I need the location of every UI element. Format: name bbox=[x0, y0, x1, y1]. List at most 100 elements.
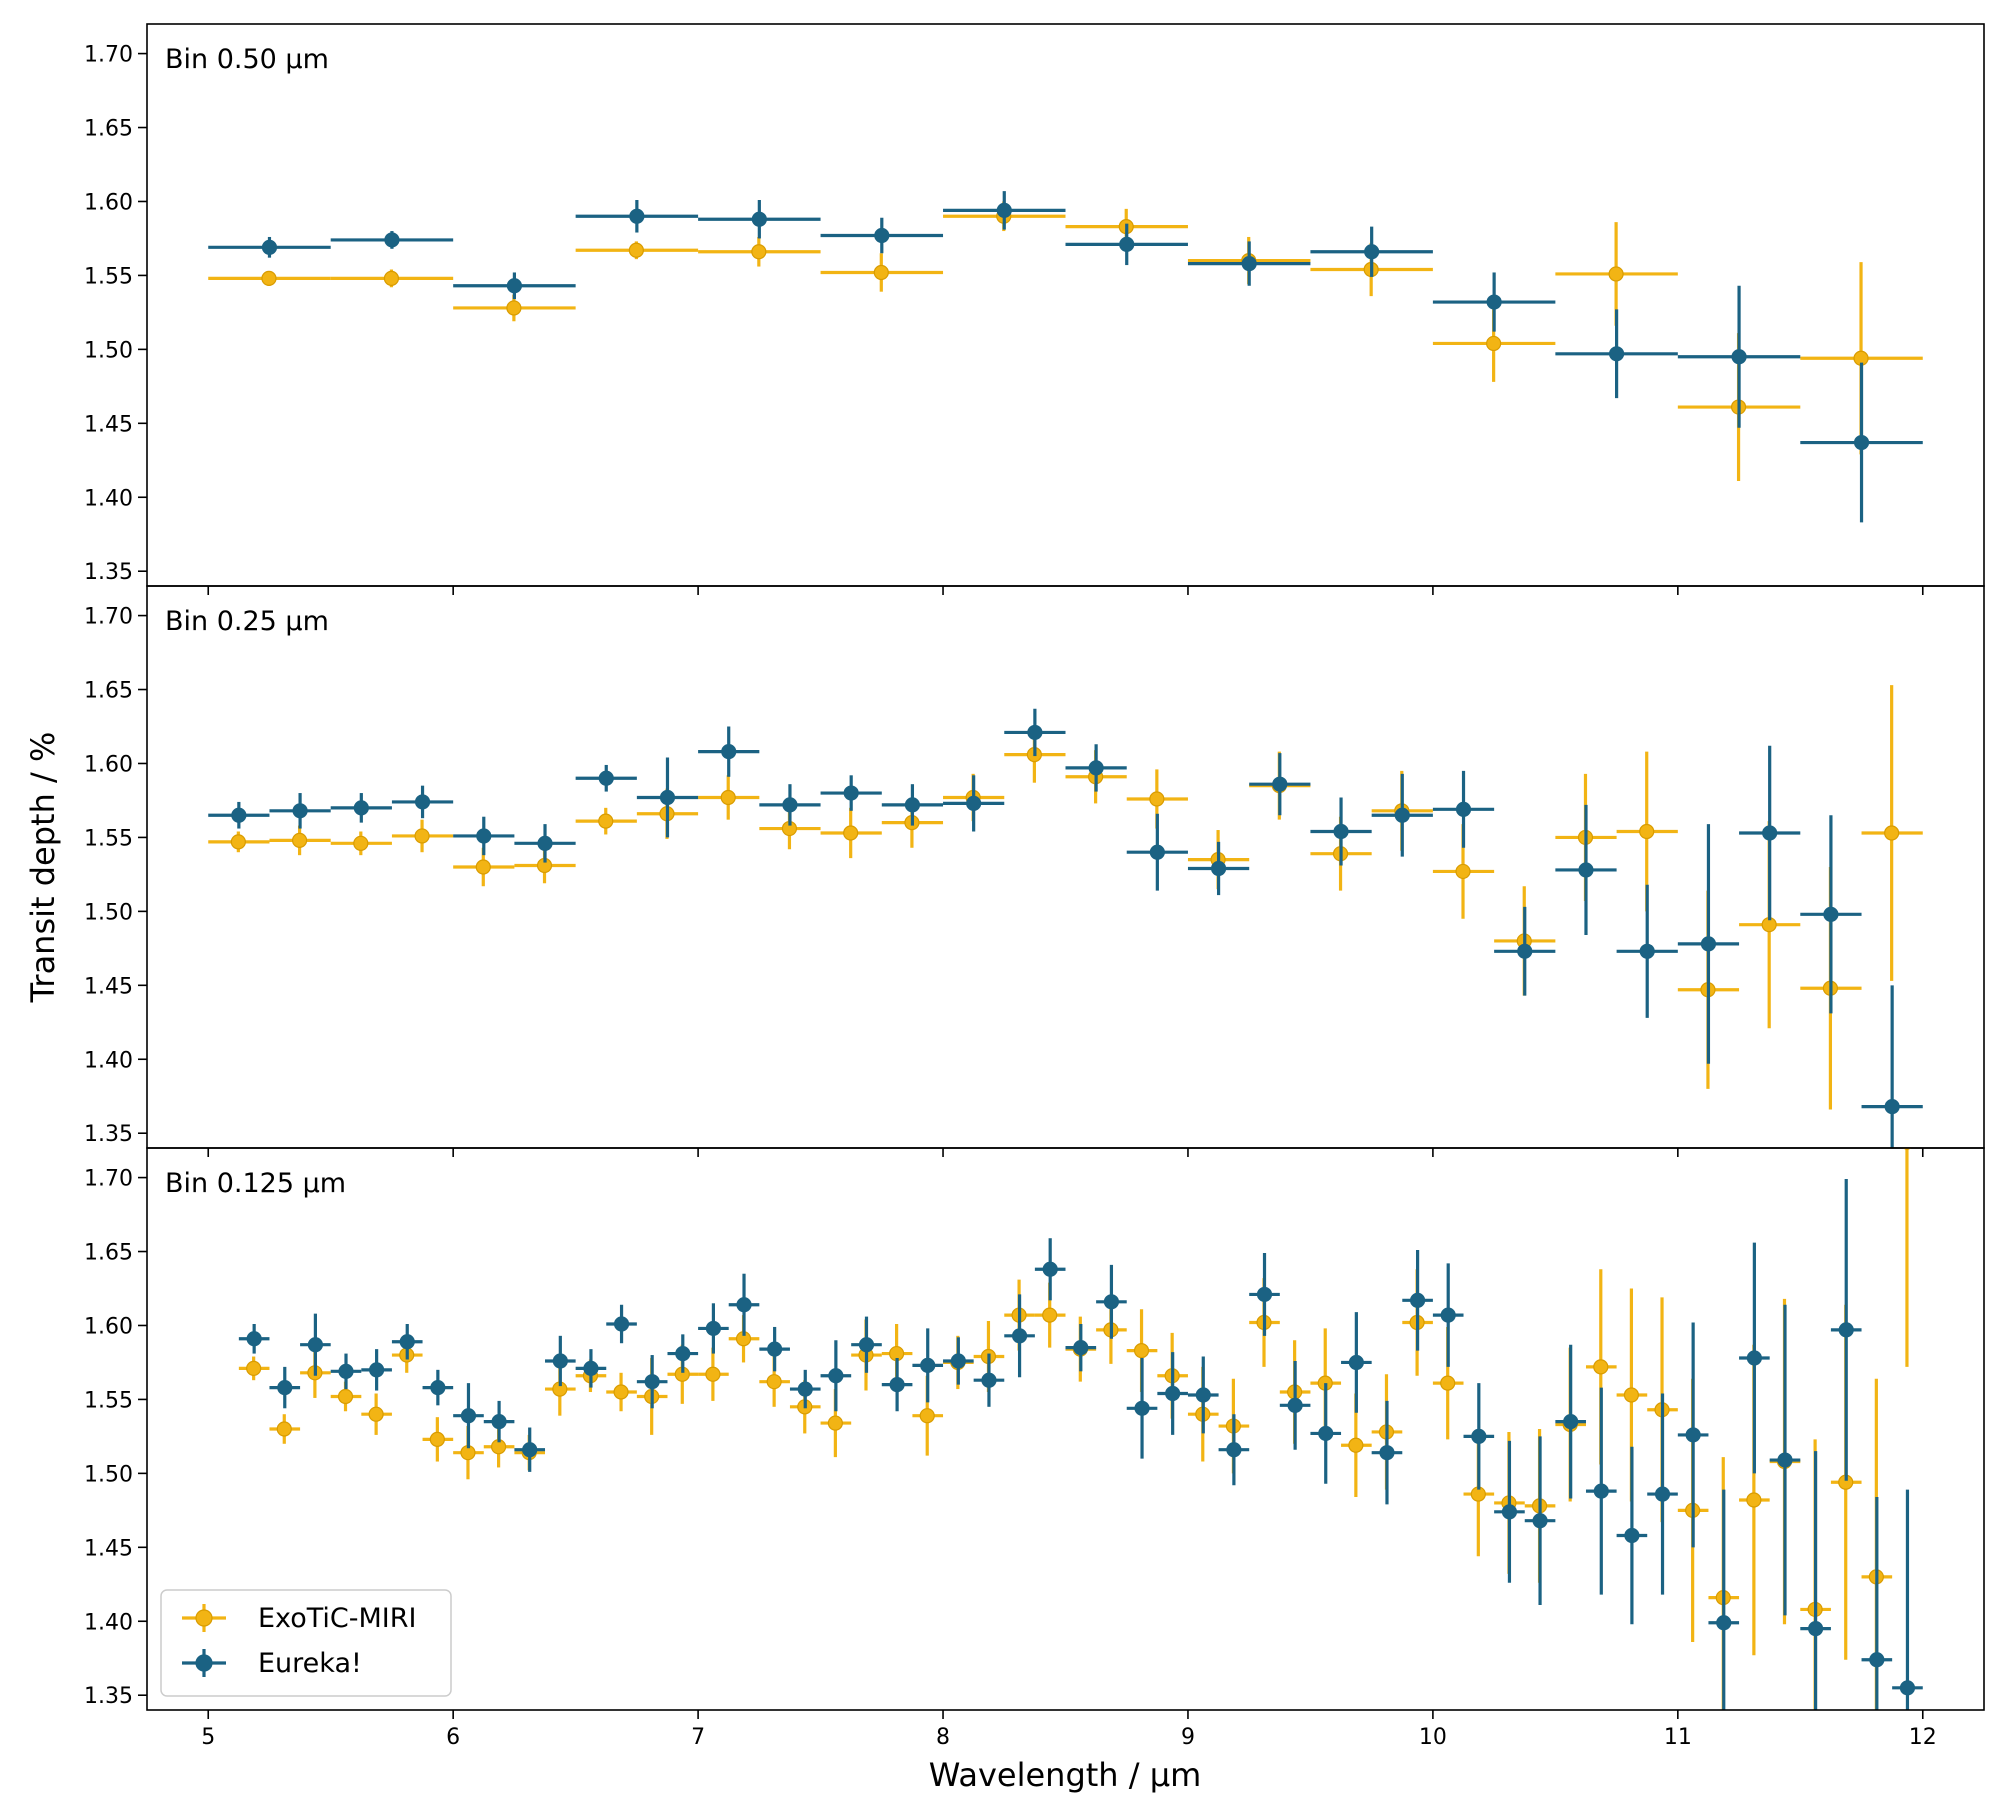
data-marker bbox=[522, 1442, 538, 1458]
data-point-eureka bbox=[483, 1400, 515, 1443]
data-marker bbox=[613, 1384, 629, 1400]
data-marker bbox=[475, 859, 491, 875]
data-marker bbox=[1103, 1294, 1120, 1310]
panel-0-frame bbox=[146, 23, 1985, 587]
y-tick-label: 1.40 bbox=[84, 1610, 133, 1635]
data-marker bbox=[1608, 266, 1624, 282]
data-point-eureka bbox=[1708, 1489, 1740, 1710]
data-point-exotic bbox=[269, 825, 331, 856]
data-marker bbox=[1762, 825, 1778, 841]
y-tick-label: 1.70 bbox=[84, 43, 133, 68]
data-point-eureka bbox=[1341, 1312, 1372, 1413]
data-marker bbox=[1869, 1652, 1885, 1668]
data-marker bbox=[414, 828, 430, 844]
data-point-eureka bbox=[1187, 841, 1250, 896]
data-point-eureka bbox=[1004, 1294, 1035, 1378]
data-point-eureka bbox=[1371, 1400, 1403, 1505]
data-marker bbox=[767, 1341, 783, 1357]
data-point-eureka bbox=[1034, 1238, 1066, 1301]
data-point-eureka bbox=[208, 236, 331, 258]
data-marker bbox=[1808, 1621, 1824, 1637]
data-point-exotic bbox=[269, 1414, 301, 1444]
data-marker bbox=[1486, 335, 1502, 352]
y-tick-label: 1.45 bbox=[84, 412, 133, 437]
data-marker bbox=[1226, 1442, 1242, 1458]
data-point-eureka bbox=[1494, 906, 1556, 996]
data-marker bbox=[292, 803, 308, 819]
x-tick-label: 11 bbox=[1664, 1725, 1692, 1750]
data-point-eureka bbox=[1739, 1242, 1770, 1474]
data-point-eureka bbox=[820, 775, 882, 811]
data-marker bbox=[613, 1316, 630, 1332]
panel-0-ticks: 1.35 1.40 1.45 1.50 1.55 1.60 1.65 1.70 bbox=[84, 43, 1924, 595]
y-tick-label: 1.55 bbox=[84, 1388, 133, 1413]
data-point-exotic bbox=[330, 1381, 362, 1412]
y-tick-label: 1.65 bbox=[84, 117, 133, 142]
data-marker bbox=[1501, 1504, 1518, 1520]
data-marker bbox=[1042, 1261, 1058, 1277]
data-marker bbox=[1272, 776, 1288, 792]
data-marker bbox=[506, 278, 523, 294]
data-point-eureka bbox=[943, 1337, 974, 1385]
data-marker bbox=[1440, 1307, 1456, 1323]
data-marker bbox=[1364, 244, 1380, 260]
data-point-eureka bbox=[1218, 1414, 1250, 1486]
data-point-eureka bbox=[1310, 797, 1372, 866]
data-marker bbox=[966, 795, 982, 812]
data-point-eureka bbox=[1555, 804, 1617, 936]
data-point-eureka bbox=[330, 793, 392, 823]
series-exotic bbox=[208, 201, 1923, 481]
legend-entry-exotic: ExoTiC-MIRI bbox=[182, 1603, 416, 1634]
data-point-eureka bbox=[667, 1334, 699, 1373]
data-marker bbox=[307, 1337, 323, 1353]
data-point-eureka bbox=[636, 1355, 668, 1409]
y-tick-label: 1.35 bbox=[84, 1684, 133, 1709]
series-eureka bbox=[238, 1179, 1923, 1710]
data-point-eureka bbox=[1677, 824, 1740, 1064]
x-tick-label: 6 bbox=[446, 1725, 460, 1750]
data-marker bbox=[537, 835, 553, 851]
data-point-eureka bbox=[1524, 1436, 1556, 1605]
data-marker bbox=[506, 300, 522, 316]
data-marker bbox=[1700, 936, 1717, 952]
data-point-eureka bbox=[1310, 226, 1433, 277]
data-marker bbox=[261, 239, 278, 255]
x-tick-label: 9 bbox=[1181, 1725, 1195, 1750]
data-point-eureka bbox=[820, 217, 944, 254]
data-marker bbox=[705, 1320, 722, 1337]
data-point-exotic bbox=[208, 831, 270, 853]
data-point-exotic bbox=[698, 236, 821, 267]
data-marker bbox=[1746, 1350, 1762, 1366]
data-marker bbox=[1884, 825, 1900, 841]
data-marker bbox=[1654, 1486, 1671, 1502]
data-point-exotic bbox=[361, 1393, 392, 1435]
data-marker bbox=[644, 1374, 660, 1390]
data-marker bbox=[383, 270, 400, 286]
data-point-exotic bbox=[1861, 685, 1923, 981]
data-marker bbox=[246, 1331, 262, 1347]
data-point-exotic bbox=[575, 807, 637, 835]
data-marker bbox=[675, 1345, 691, 1362]
data-point-eureka bbox=[1126, 1358, 1158, 1459]
data-marker bbox=[1073, 1340, 1089, 1356]
data-point-exotic bbox=[422, 1417, 454, 1462]
panel-2-data-marks bbox=[238, 1148, 1923, 1710]
data-marker bbox=[1149, 844, 1165, 860]
data-marker bbox=[369, 1362, 385, 1378]
data-marker bbox=[337, 1388, 354, 1405]
data-marker bbox=[1884, 1098, 1900, 1115]
data-point-exotic bbox=[1902, 1148, 1912, 1367]
data-marker bbox=[705, 1366, 721, 1382]
data-point-eureka bbox=[269, 793, 331, 829]
data-point-eureka bbox=[453, 1383, 484, 1449]
data-point-eureka bbox=[1065, 744, 1127, 792]
data-point-exotic bbox=[453, 294, 576, 322]
data-point-eureka bbox=[636, 757, 699, 838]
data-point-eureka bbox=[1432, 272, 1556, 332]
data-marker bbox=[1517, 943, 1533, 959]
data-marker bbox=[721, 744, 737, 760]
data-point-eureka bbox=[545, 1335, 576, 1387]
y-tick-label: 1.55 bbox=[84, 826, 133, 851]
data-marker bbox=[1333, 823, 1349, 840]
